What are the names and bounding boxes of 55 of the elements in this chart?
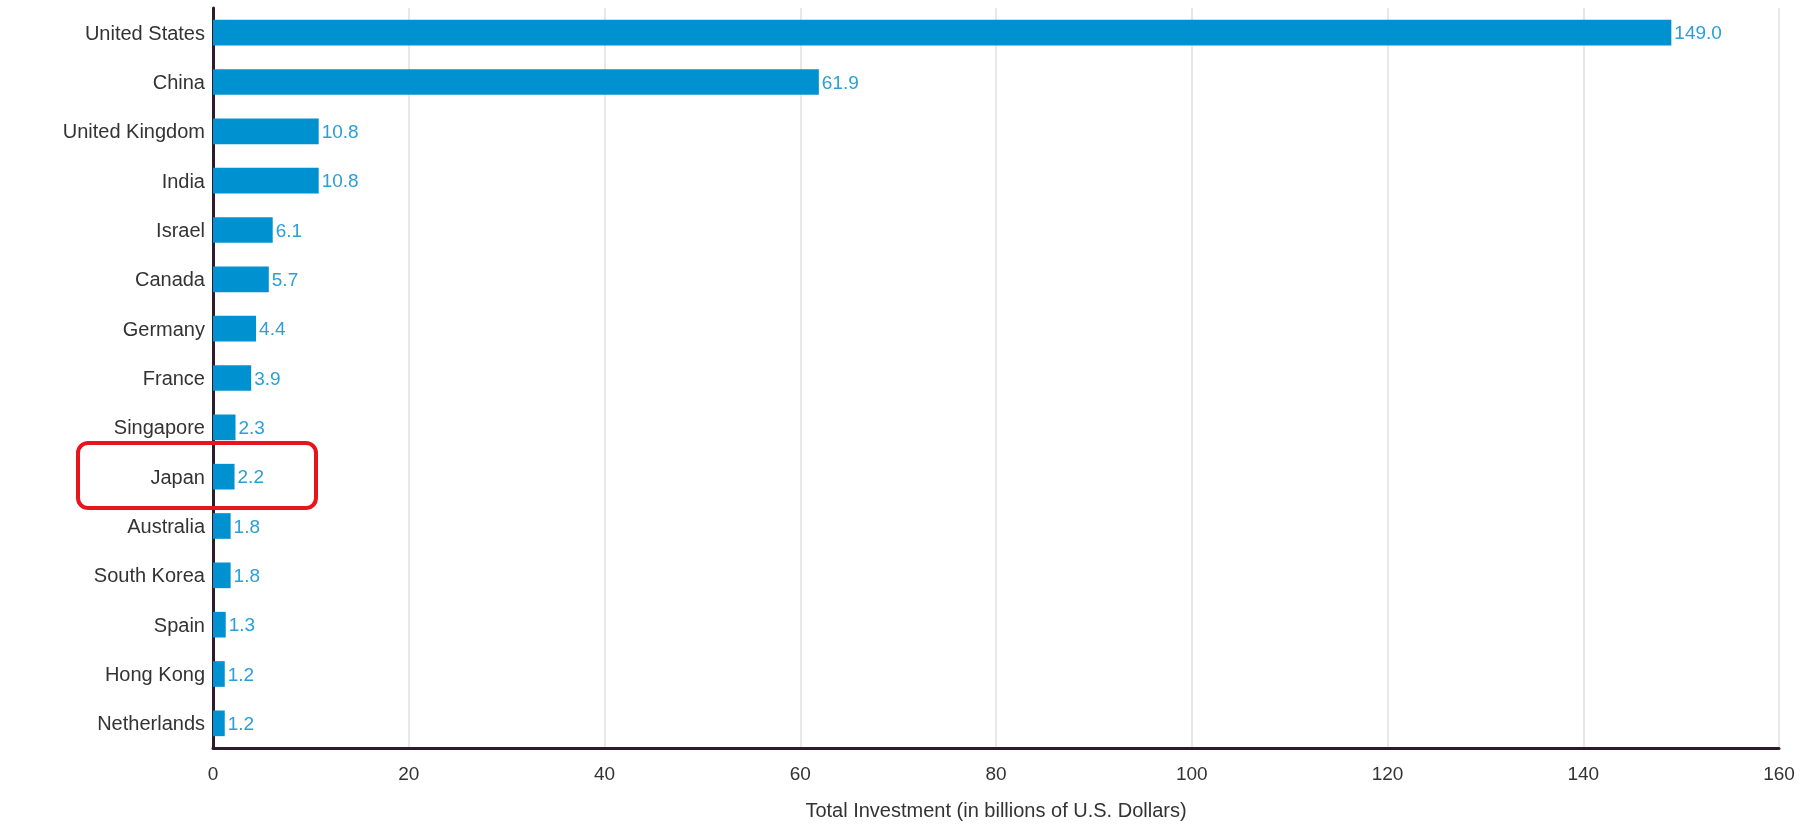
bar: [213, 69, 819, 95]
bar: [213, 513, 231, 539]
y-tick-label: Japan: [150, 465, 205, 488]
bar: [213, 19, 1672, 46]
x-axis-title: Total Investment (in billions of U.S. Dollars): [805, 799, 1187, 821]
y-tick-label: China: [152, 71, 206, 93]
data-label: 149.0: [1674, 22, 1722, 44]
x-tick-label: 80: [985, 763, 1007, 784]
data-label: 10.8: [321, 120, 359, 142]
x-tick-label: 120: [1371, 763, 1404, 784]
x-tick-label: 160: [1763, 763, 1795, 784]
y-tick-label: Canada: [134, 268, 206, 291]
bar: [213, 167, 319, 194]
bar: [213, 315, 257, 342]
x-tick-label: 20: [398, 763, 420, 784]
x-tick-label: 40: [593, 763, 616, 784]
y-tick-label: Israel: [156, 219, 205, 241]
data-label: 2.3: [238, 416, 265, 438]
data-label: 1.8: [233, 515, 261, 537]
bar: [213, 611, 226, 638]
data-label: 5.7: [271, 268, 299, 290]
y-tick-label: Spain: [153, 613, 205, 636]
data-label: 1.3: [228, 614, 256, 636]
bar: [213, 661, 225, 687]
data-label: 61.9: [821, 71, 859, 93]
bar: [213, 266, 269, 293]
y-tick-label: India: [161, 169, 206, 192]
y-tick-label: Australia: [127, 515, 206, 537]
y-tick-label: Hong Kong: [104, 663, 205, 685]
y-tick-label: Germany: [122, 317, 205, 340]
bar: [213, 562, 231, 589]
bar: [213, 414, 236, 441]
bar: [213, 710, 225, 737]
data-label: 3.9: [254, 367, 281, 389]
x-tick-label: 140: [1567, 763, 1600, 784]
bar: [213, 463, 235, 490]
y-tick-label: Singapore: [113, 416, 205, 439]
bar: [213, 217, 273, 243]
y-tick-label: United States: [84, 21, 205, 44]
data-label: 4.4: [259, 318, 286, 340]
data-label: 6.1: [275, 219, 303, 241]
x-tick-label: 100: [1175, 763, 1208, 784]
data-label: 1.2: [227, 712, 255, 734]
data-label: 1.8: [233, 564, 261, 586]
bar: [213, 365, 252, 391]
y-tick-label: Netherlands: [97, 712, 205, 735]
data-label: 1.2: [227, 663, 255, 685]
data-label: 2.2: [237, 466, 264, 488]
y-tick-label: France: [142, 367, 205, 389]
x-tick-label: 60: [789, 763, 811, 784]
bar: [213, 118, 319, 145]
data-label: 10.8: [321, 170, 359, 192]
x-tick-label: 0: [207, 763, 219, 784]
y-tick-label: South Korea: [93, 564, 206, 587]
y-tick-label: United Kingdom: [62, 120, 205, 143]
